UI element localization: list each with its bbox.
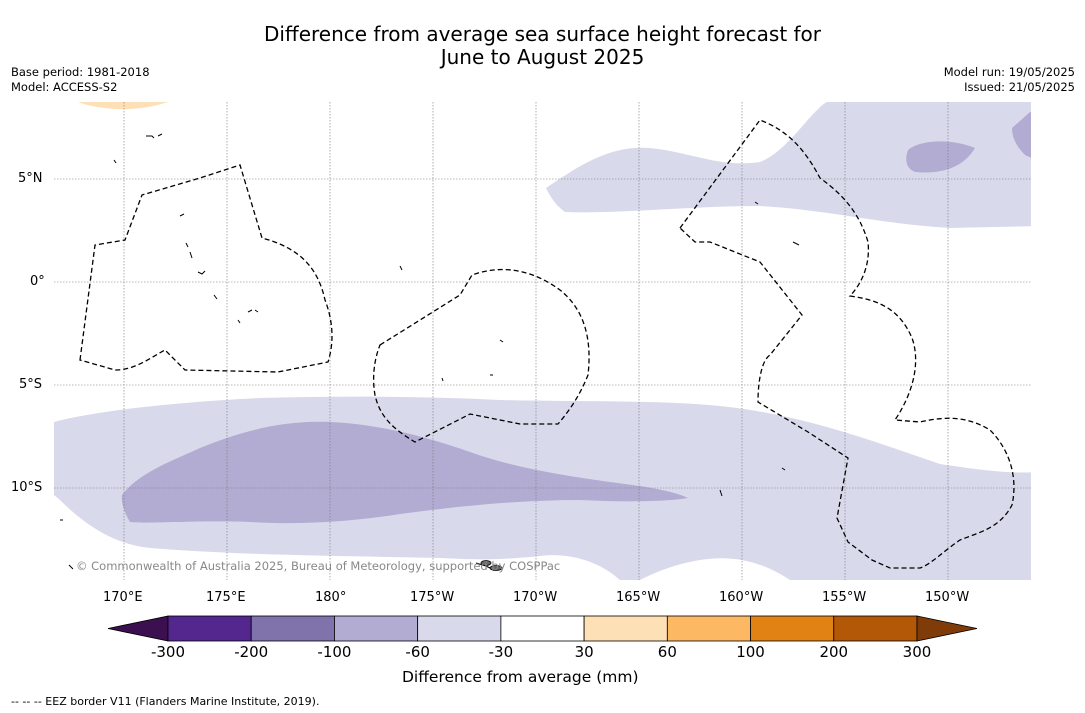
- lat-label-0: 0°: [30, 274, 45, 289]
- anomaly-fields: [54, 102, 1031, 580]
- colorbar-tick-label: -300: [150, 643, 186, 661]
- eez-borders: [79, 119, 1015, 569]
- lat-label-10s: 10°S: [11, 480, 43, 495]
- anomaly-region-south-dark: [121, 421, 689, 524]
- colorbar-tick-label: 100: [736, 643, 765, 661]
- colorbar-tick-label: -60: [405, 643, 430, 661]
- colorbar-segment: [833, 615, 918, 642]
- colorbar-extend-high: [916, 615, 978, 642]
- base-period-text: Base period: 1981-2018: [11, 65, 150, 79]
- anomaly-region-north-dark: [906, 141, 975, 173]
- island-fill: [480, 560, 503, 571]
- map-title-line2: June to August 2025: [440, 45, 645, 69]
- colorbar-segment: [500, 615, 585, 642]
- lon-label-175e: 175°E: [206, 590, 246, 605]
- copyright-text: © Commonwealth of Australia 2025, Bureau…: [76, 559, 561, 573]
- lon-label-180: 180°: [315, 590, 347, 605]
- colorbar-caption: Difference from average (mm): [402, 668, 639, 686]
- anomaly-region-northeast-dark: [1012, 112, 1031, 158]
- colorbar-segment: [417, 615, 502, 642]
- anomaly-region-north: [546, 102, 1031, 228]
- anomaly-region-positive: [78, 102, 168, 110]
- eez-footnote: -- -- -- EEZ border V11 (Flanders Marine…: [11, 695, 320, 708]
- meta-left: Base period: 1981-2018 Model: ACCESS-S2: [11, 65, 150, 95]
- colorbar-tick-label: 200: [819, 643, 849, 661]
- model-text: Model: ACCESS-S2: [11, 80, 118, 94]
- colorbar: [107, 615, 978, 642]
- gridlines: [54, 102, 1031, 580]
- colorbar-tick-label: -100: [317, 643, 352, 661]
- colorbar-tick-label: -200: [234, 643, 269, 661]
- colorbar-extend-low: [107, 615, 169, 642]
- colorbar-segment: [334, 615, 419, 642]
- lon-label-170w: 170°W: [513, 590, 558, 605]
- lon-label-155w: 155°W: [822, 590, 867, 605]
- eez-border-kiribati-gilberts: [79, 164, 333, 373]
- colorbar-tick-label: 300: [902, 643, 932, 661]
- colorbar-segment: [666, 615, 751, 642]
- lon-label-165w: 165°W: [616, 590, 661, 605]
- colorbar-tick-label: 60: [657, 643, 677, 661]
- colorbar-segment: [167, 615, 252, 642]
- eez-border-phoenix: [373, 268, 590, 443]
- lon-label-150w: 150°W: [925, 590, 970, 605]
- eez-border-line-islands: [679, 119, 1015, 569]
- islands: [60, 133, 800, 571]
- colorbar-tick-label: 30: [574, 643, 594, 661]
- meta-right: Model run: 19/05/2025 Issued: 21/05/2025: [944, 65, 1075, 95]
- lat-label-5s: 5°S: [19, 377, 43, 392]
- colorbar-tick-label: -30: [488, 643, 514, 661]
- colorbar-segment: [750, 615, 835, 642]
- model-run-text: Model run: 19/05/2025: [943, 65, 1075, 79]
- lon-label-170e: 170°E: [103, 590, 143, 605]
- lat-label-5n: 5°N: [18, 171, 43, 186]
- colorbar-segment: [583, 615, 668, 642]
- lon-label-175w: 175°W: [410, 590, 455, 605]
- lon-label-160w: 160°W: [719, 590, 764, 605]
- map-title-line1: Difference from average sea surface heig…: [263, 22, 822, 46]
- issued-text: Issued: 21/05/2025: [964, 80, 1075, 94]
- colorbar-segment: [250, 615, 335, 642]
